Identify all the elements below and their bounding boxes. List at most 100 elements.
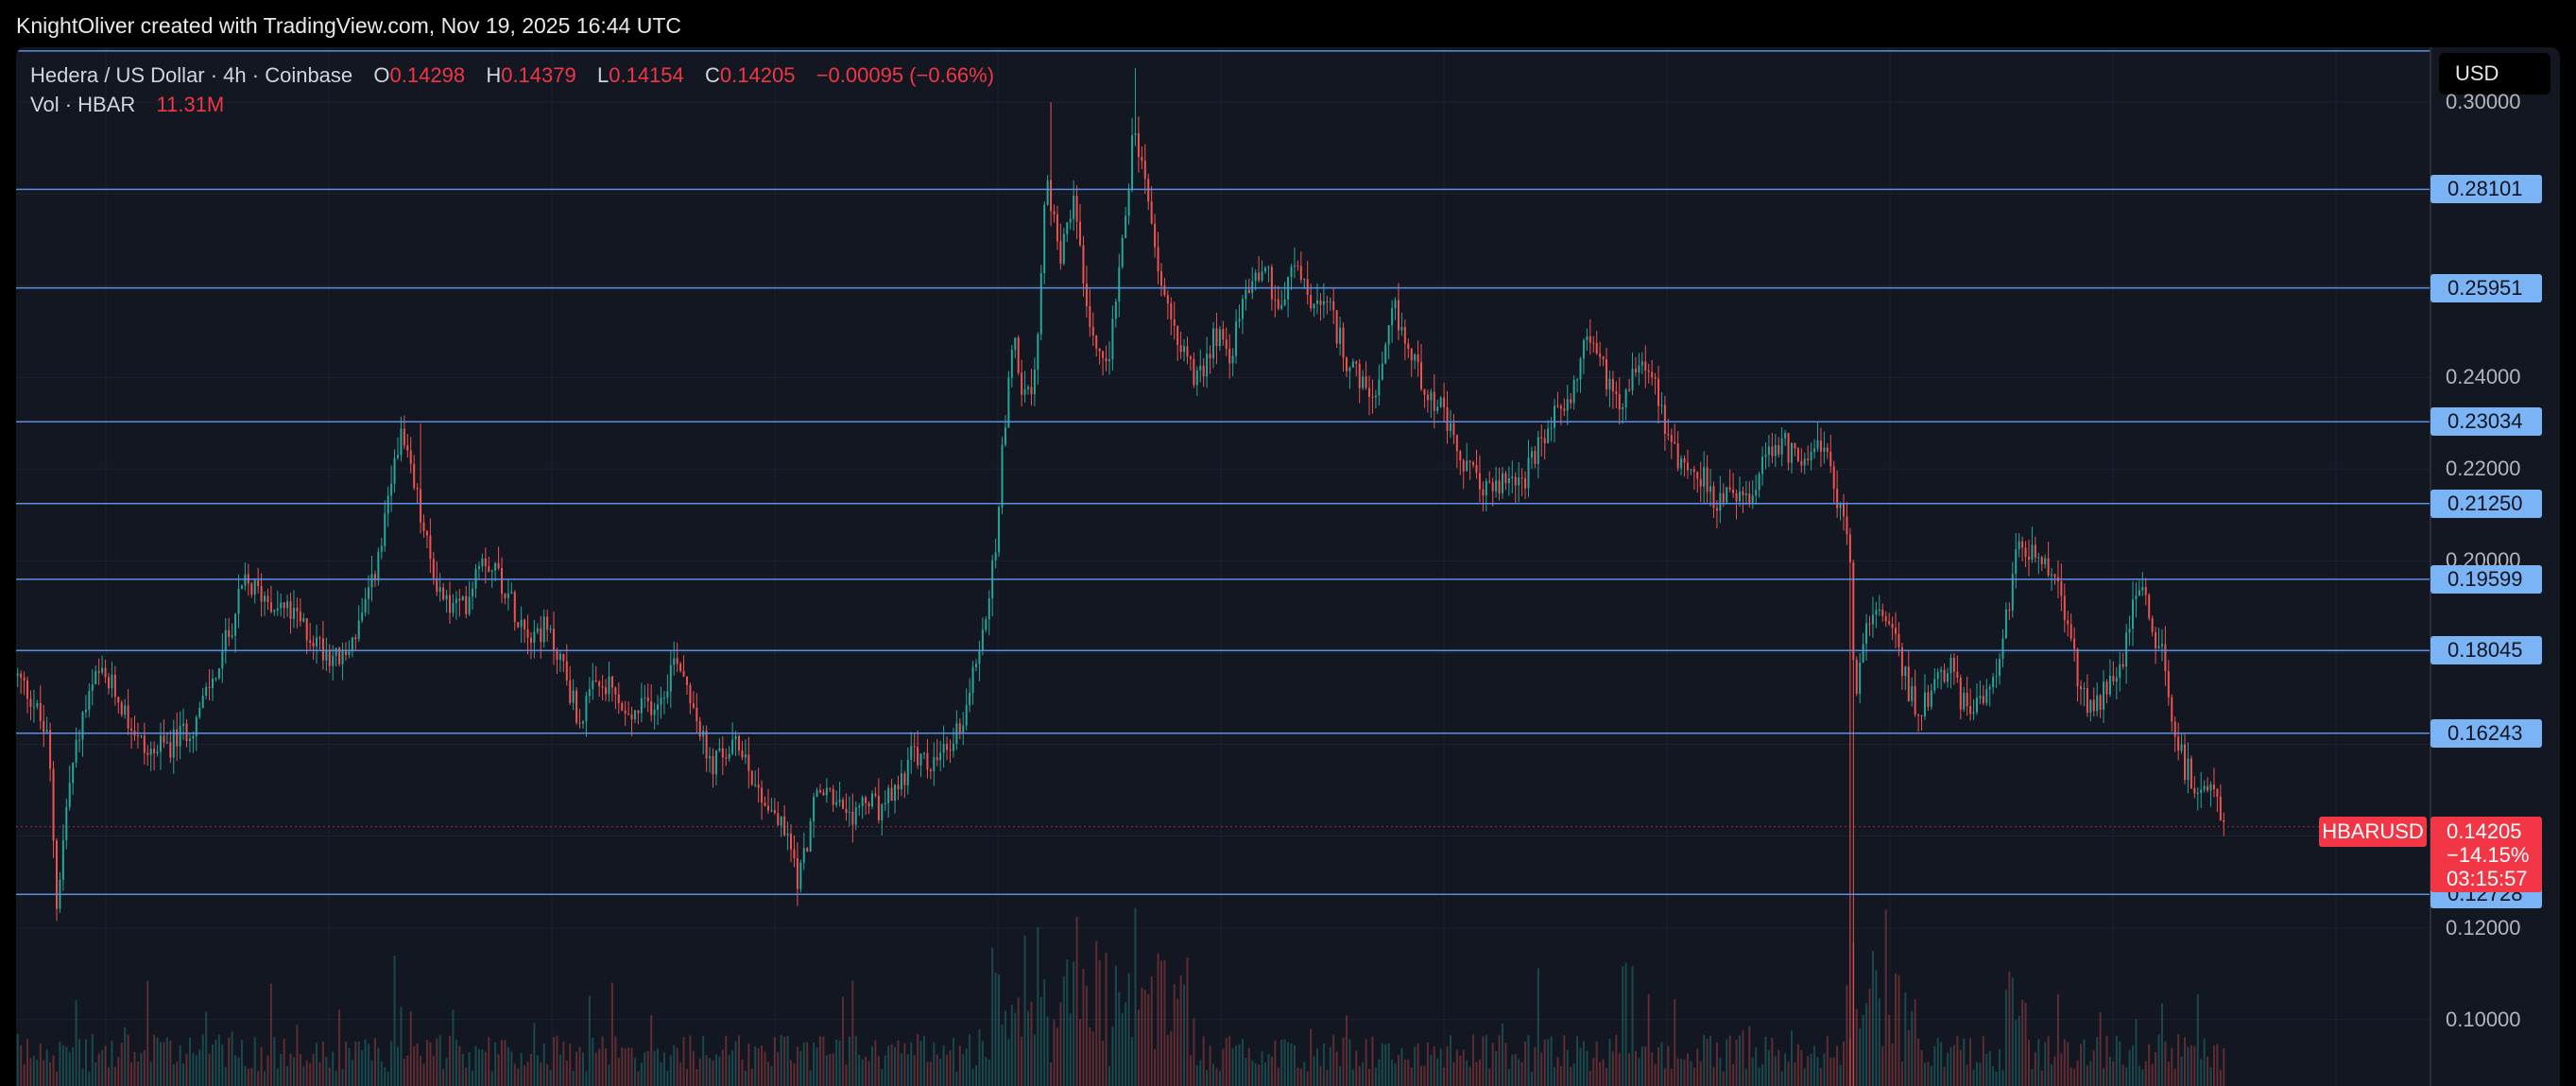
volume-bar <box>926 1062 928 1086</box>
volume-bar <box>966 1048 968 1086</box>
volume-bar <box>1580 1048 1582 1086</box>
volume-bar <box>2125 1067 2127 1086</box>
volume-bar <box>1625 963 1627 1086</box>
volume-bar <box>1800 1050 1802 1086</box>
volume-bar <box>969 1035 970 1086</box>
candle-body <box>677 658 678 664</box>
volume-bar <box>1518 1060 1520 1086</box>
candle-body <box>180 726 181 747</box>
volume-bar <box>1485 1035 1487 1086</box>
candle-body <box>735 736 737 739</box>
candle-body <box>1443 398 1445 407</box>
candle-body <box>787 834 789 836</box>
price-chart[interactable] <box>16 47 2560 1086</box>
candle-body <box>1933 679 1935 690</box>
volume-title[interactable]: Vol · HBAR <box>30 93 135 116</box>
volume-bar <box>2152 1064 2154 1086</box>
volume-bar <box>1284 1040 1286 1086</box>
volume-bar <box>819 1036 821 1086</box>
volume-bar <box>108 1067 110 1086</box>
volume-bar <box>1531 1072 1533 1086</box>
candle-body <box>683 671 685 677</box>
candle-body <box>1531 451 1533 457</box>
volume-bar <box>1262 1051 1263 1086</box>
volume-bar <box>390 1041 392 1086</box>
volume-bar <box>868 1061 870 1086</box>
volume-bar <box>1544 1040 1546 1086</box>
candle-body <box>1398 300 1400 330</box>
volume-bar <box>1245 1058 1246 1086</box>
candle-body <box>1102 352 1104 358</box>
candle-body <box>608 677 610 695</box>
volume-bar <box>1297 1067 1298 1086</box>
candle-body <box>1176 326 1178 345</box>
candle-body <box>1063 234 1065 264</box>
candle-body <box>2207 786 2208 791</box>
candle-body <box>2025 547 2027 557</box>
candle-body <box>1524 478 1526 488</box>
candle-body <box>36 703 38 706</box>
candle-body <box>121 702 123 715</box>
chart-pane[interactable]: Hedera / US Dollar · 4h · Coinbase O0.14… <box>16 47 2560 1086</box>
candle-body <box>1556 405 1558 406</box>
volume-bar <box>1687 1054 1689 1086</box>
candle-body <box>232 635 233 637</box>
candle-body <box>105 668 107 678</box>
volume-bar <box>153 1035 155 1086</box>
volume-bar <box>1034 1034 1036 1086</box>
high-label: H <box>486 63 501 87</box>
volume-bar <box>657 1048 659 1086</box>
volume-bar <box>1820 1068 1822 1086</box>
volume-bar <box>543 1043 545 1086</box>
volume-bar <box>2187 1047 2189 1086</box>
volume-bar <box>1748 1026 1750 1086</box>
candle-body <box>114 675 116 697</box>
candle-body <box>881 804 883 820</box>
candle-body <box>709 756 711 758</box>
volume-bar <box>647 1051 649 1086</box>
candle-body <box>205 687 207 696</box>
volume-bar <box>1332 1035 1334 1086</box>
candle-body <box>46 730 48 732</box>
candle-body <box>469 596 471 613</box>
volume-bar <box>1696 1049 1698 1086</box>
candle-body <box>2141 587 2143 591</box>
volume-bar <box>413 1046 415 1086</box>
volume-bar <box>1355 1050 1357 1086</box>
volume-bar <box>1222 1049 1224 1086</box>
candle-body <box>666 692 668 698</box>
volume-bar <box>455 1040 457 1086</box>
candle-body <box>1739 491 1741 502</box>
candle-body <box>238 589 240 614</box>
candle-body <box>1885 616 1887 621</box>
volume-bar <box>1452 1062 1454 1086</box>
candle-body <box>926 753 928 770</box>
candle-body <box>917 747 919 765</box>
candle-body <box>1521 477 1523 478</box>
symbol-title[interactable]: Hedera / US Dollar · 4h · Coinbase <box>30 63 352 87</box>
volume-bar <box>254 1037 256 1086</box>
volume-bar <box>1992 1066 1994 1086</box>
volume-bar <box>1047 1016 1049 1086</box>
volume-bar <box>1089 1027 1091 1086</box>
candle-body <box>1339 328 1341 344</box>
volume-bar <box>806 1043 808 1086</box>
volume-bar <box>793 1063 795 1086</box>
candle-body <box>1160 271 1162 285</box>
candle-body <box>1459 451 1461 460</box>
candle-body <box>62 840 64 880</box>
currency-selector[interactable]: USD <box>2439 53 2550 95</box>
candle-body <box>855 807 857 824</box>
volume-bar <box>1147 994 1149 1086</box>
volume-bar <box>894 1047 896 1086</box>
candle-body <box>1007 377 1009 427</box>
candle-body <box>2080 686 2082 689</box>
volume-bar <box>718 1057 720 1086</box>
candle-body <box>2190 759 2192 788</box>
volume-bar <box>722 1050 724 1086</box>
candle-body <box>501 568 503 594</box>
candle-body <box>348 651 350 655</box>
candle-body <box>1291 267 1293 277</box>
candle-body <box>92 684 94 691</box>
volume-bar <box>1111 1026 1113 1086</box>
